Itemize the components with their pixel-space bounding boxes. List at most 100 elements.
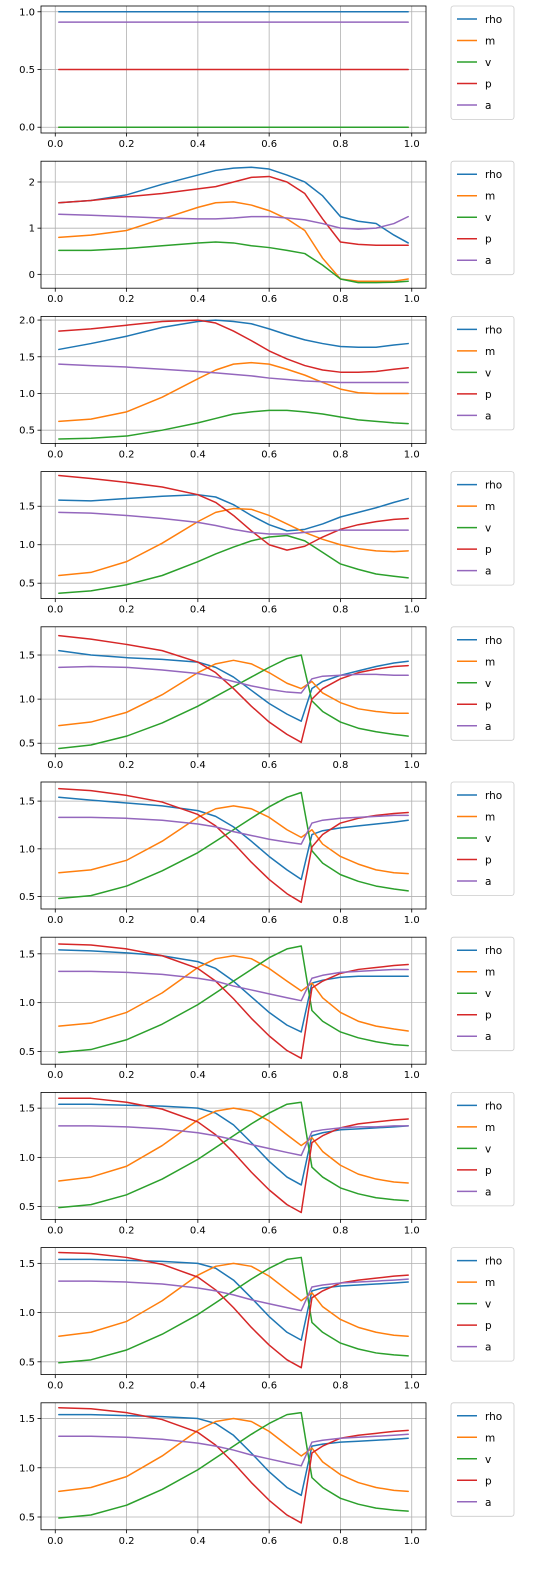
x-tick-label: 0.2 (119, 915, 135, 926)
y-tick-label: 0.0 (19, 123, 35, 134)
series-group (58, 319, 409, 440)
legend-box (450, 1247, 515, 1362)
x-tick-label: 0.4 (190, 1225, 206, 1236)
x-tick-label: 0.4 (190, 1536, 206, 1547)
x-tick-label: 1.0 (404, 1536, 420, 1547)
legend-label-rho: rho (485, 1256, 502, 1268)
series-line-v (58, 241, 409, 284)
series-line-m (58, 805, 409, 875)
series-line-m (58, 659, 409, 727)
x-tick-label: 0.8 (332, 1225, 348, 1236)
y-tick-label: 0.5 (19, 579, 35, 590)
legend-label-a: a (485, 1342, 491, 1354)
x-tick-label: 0.8 (332, 760, 348, 771)
x-tick-label: 0.4 (190, 915, 206, 926)
y-tick-label: 1.0 (19, 1463, 35, 1474)
series-line-v (58, 1101, 409, 1209)
legend-label-v: v (485, 833, 491, 845)
x-tick-label: 0.8 (332, 1381, 348, 1392)
legend-label-a: a (485, 876, 491, 888)
series-group (58, 943, 409, 1060)
legend-box (450, 1402, 515, 1517)
x-tick-label: 1.0 (404, 1225, 420, 1236)
series-line-m (58, 1262, 409, 1337)
y-tick-label: 0.5 (19, 1047, 35, 1058)
legend-label-p: p (485, 389, 492, 401)
y-tick-label: 1.0 (19, 844, 35, 855)
y-tick-label: 1.5 (19, 949, 35, 960)
x-tick-label: 0.0 (47, 1225, 63, 1236)
y-tick-label: 1.0 (19, 389, 35, 400)
legend-label-m: m (485, 812, 495, 824)
y-tick-label: 1.5 (19, 797, 35, 808)
x-tick-label: 1.0 (404, 1381, 420, 1392)
x-tick-label: 0.0 (47, 449, 63, 460)
series-line-rho (58, 649, 409, 722)
x-tick-label: 0.8 (332, 605, 348, 616)
x-tick-label: 0.6 (261, 1225, 277, 1236)
y-tick-label: 2.0 (19, 316, 35, 327)
series-line-rho (58, 166, 409, 244)
series-group (58, 11, 409, 128)
axes-frame (40, 1247, 427, 1375)
series-line-a (58, 511, 409, 535)
y-tick-label: 1.5 (19, 352, 35, 363)
axes-frame (40, 1092, 427, 1220)
series-line-rho (58, 796, 409, 881)
legend-label-rho: rho (485, 14, 502, 26)
axes-frame (40, 1402, 427, 1531)
legend-label-v: v (485, 988, 491, 1000)
y-tick-label: 1.0 (19, 998, 35, 1009)
legend-label-rho: rho (485, 480, 502, 492)
x-tick-label: 0.4 (190, 449, 206, 460)
x-tick-label: 0.0 (47, 915, 63, 926)
x-tick-label: 1.0 (404, 294, 420, 305)
series-line-v (58, 534, 409, 594)
x-tick-label: 0.8 (332, 449, 348, 460)
legend-box (450, 471, 515, 586)
y-tick-label: 1.0 (19, 1308, 35, 1319)
legend-label-a: a (485, 100, 491, 112)
legend-label-m: m (485, 501, 495, 513)
series-line-v (58, 945, 409, 1054)
legend-label-v: v (485, 678, 491, 690)
series-line-rho (58, 1103, 409, 1186)
legend-box (450, 160, 515, 276)
legend-label-p: p (485, 544, 492, 556)
legend-label-m: m (485, 346, 495, 358)
x-tick-label: 0.2 (119, 449, 135, 460)
axes-frame (40, 315, 427, 444)
x-tick-label: 0.6 (261, 915, 277, 926)
legend-label-v: v (485, 1454, 491, 1466)
series-line-rho (58, 1258, 409, 1341)
series-group (58, 634, 409, 750)
x-tick-label: 0.6 (261, 139, 277, 150)
y-tick-label: 0.5 (19, 1202, 35, 1213)
y-tick-label: 0.5 (19, 892, 35, 903)
x-tick-label: 1.0 (404, 139, 420, 150)
y-tick-label: 0.5 (19, 426, 35, 437)
series-line-m (58, 361, 409, 423)
series-line-p (58, 1097, 409, 1214)
series-line-a (58, 1433, 409, 1467)
x-tick-label: 0.2 (119, 294, 135, 305)
legend-label-p: p (485, 79, 492, 91)
axes-frame (40, 626, 427, 755)
series-group (58, 1251, 409, 1369)
series-line-a (58, 665, 409, 694)
legend-label-m: m (485, 191, 495, 203)
series-line-v (58, 1256, 409, 1364)
x-tick-label: 0.4 (190, 1070, 206, 1081)
legend-label-m: m (485, 1122, 495, 1134)
y-tick-label: 1.5 (19, 1104, 35, 1115)
